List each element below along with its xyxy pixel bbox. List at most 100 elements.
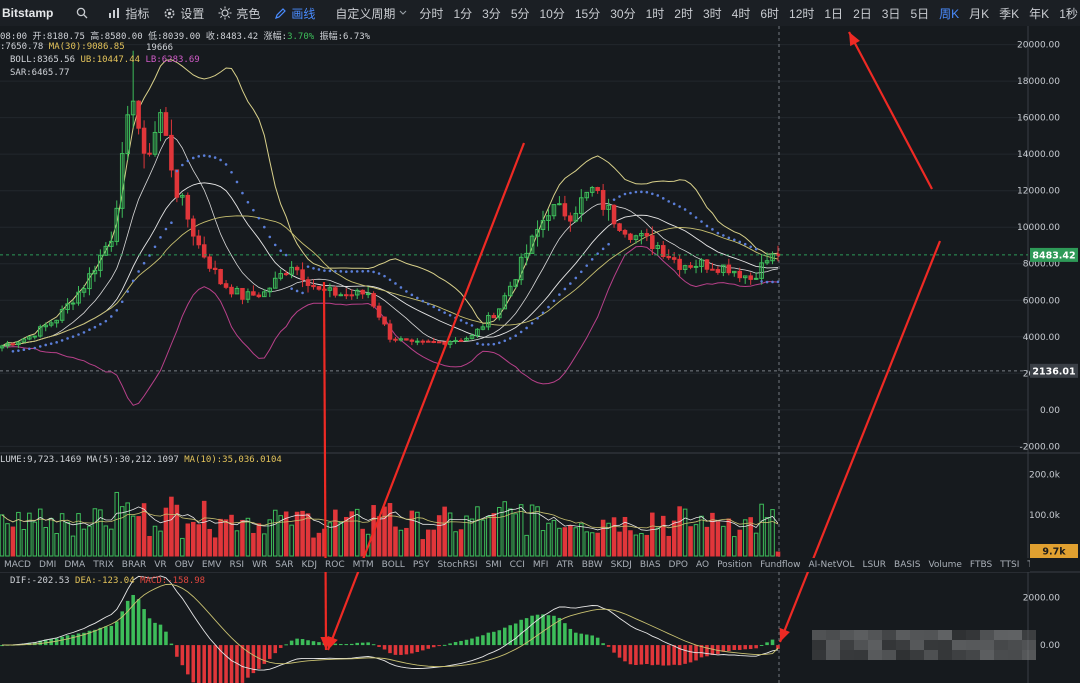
macd-histogram-bar — [426, 645, 431, 649]
indicator-tab[interactable]: DMI — [38, 560, 57, 570]
macd-histogram-bar — [617, 645, 622, 658]
candle-body — [180, 194, 185, 198]
period-tab[interactable]: 分时 — [419, 6, 444, 21]
macd-histogram-bar — [104, 626, 108, 646]
indicator-tab[interactable]: BOLL — [381, 560, 405, 570]
indicator-tab[interactable]: FTBS — [969, 560, 993, 570]
candle-body — [425, 340, 431, 343]
sar-dot — [672, 202, 676, 206]
draw-label: 画线 — [291, 6, 316, 21]
level-price-tag-bg — [1030, 363, 1078, 378]
volume-bar — [114, 491, 120, 557]
period-tab[interactable]: 3分 — [482, 6, 501, 21]
indicator-tab[interactable]: Position — [717, 560, 753, 570]
indicator-tab[interactable]: CCI — [509, 560, 525, 570]
indicator-tab[interactable]: DMA — [64, 560, 86, 570]
indicator-tab[interactable]: OBV — [174, 560, 194, 570]
period-tab[interactable]: 6时 — [760, 6, 780, 21]
indicator-tab[interactable]: TTSI — [1000, 560, 1020, 570]
indicator-tab[interactable]: KDJ — [301, 560, 318, 570]
period-tab[interactable]: 4时 — [731, 6, 751, 21]
close-readout: 收:8483.42 — [205, 32, 259, 42]
volume-bar — [338, 522, 344, 557]
period-tab[interactable]: 1分 — [453, 6, 473, 21]
macd-histogram-bar — [158, 624, 163, 646]
blur-block — [1008, 630, 1022, 640]
candle-body — [174, 169, 180, 198]
indicator-tab[interactable]: MACD — [4, 560, 31, 570]
period-tab[interactable]: 1日 — [824, 6, 844, 21]
candle-body — [447, 341, 453, 345]
period-tab[interactable]: 1时 — [645, 6, 665, 21]
indicator-tab[interactable]: BASIS — [894, 560, 921, 570]
candle-body — [628, 233, 633, 240]
period-tab[interactable]: 2日 — [853, 6, 872, 21]
volume-ma5: MA(5):30,212.1097 — [86, 455, 179, 465]
macd-histogram-bar — [60, 636, 64, 646]
period-tab[interactable]: 15分 — [574, 6, 601, 21]
theme-button[interactable]: 亮色 — [211, 0, 267, 26]
indicator-tab[interactable]: RSI — [229, 560, 245, 570]
indicator-tab[interactable]: Fundflow — [760, 560, 801, 570]
indicator-tab[interactable]: WR — [252, 560, 268, 570]
search-button[interactable] — [69, 0, 95, 26]
indicator-tab[interactable]: SAR — [275, 560, 294, 570]
indicator-tab[interactable]: BBW — [581, 560, 603, 570]
macd-histogram-bar — [355, 642, 359, 646]
period-tab[interactable]: 月K — [969, 6, 990, 21]
kline-chart[interactable]: 100.0k 200.0k 9.7k 0.00 2000.00 -2000.00 0.0… — [0, 26, 1080, 683]
indicator-tab[interactable]: EMV — [201, 560, 222, 570]
period-tab[interactable]: 5分 — [510, 6, 530, 21]
indicator-tab[interactable]: TTMU — [1023, 560, 1030, 570]
period-tab[interactable]: 周K — [939, 6, 960, 21]
period-tab[interactable]: 12时 — [789, 6, 815, 21]
volume-bar — [425, 529, 431, 557]
period-tab[interactable]: 30分 — [610, 6, 636, 21]
period-tab[interactable]: 5日 — [910, 6, 930, 21]
indicator-tab[interactable]: SMI — [485, 560, 502, 570]
period-tab[interactable]: 2时 — [674, 6, 693, 21]
sar-dot — [661, 197, 665, 200]
macd-histogram-bar — [246, 645, 250, 678]
indicator-tab[interactable]: LSUR — [862, 560, 887, 570]
indicator-tab[interactable]: VR — [154, 560, 167, 570]
indicator-tab[interactable]: StochRSI — [437, 560, 478, 570]
draw-button[interactable]: 画线 — [267, 0, 322, 26]
candle-body — [535, 228, 540, 237]
candle-body — [633, 235, 639, 240]
volume-bar — [393, 526, 398, 557]
period-tab[interactable]: 10分 — [539, 6, 565, 21]
sar-dot — [634, 190, 638, 194]
volume-bar — [262, 533, 267, 557]
indicator-tab[interactable]: ATR — [556, 560, 574, 570]
indicator-tab[interactable]: ROC — [325, 560, 345, 570]
indicator-tab[interactable]: BIAS — [639, 560, 661, 570]
indicator-tab[interactable]: MFI — [532, 560, 549, 570]
indicator-tab[interactable]: AI-NetVOL — [808, 560, 855, 570]
indicator-tab[interactable]: BRAR — [121, 560, 147, 570]
period-tab[interactable]: 3时 — [702, 6, 722, 21]
indicator-tab[interactable]: AO — [695, 560, 710, 570]
period-tab[interactable]: 年K — [1029, 6, 1050, 21]
volume-bar — [650, 512, 655, 557]
sar-dot — [377, 272, 381, 275]
macd-histogram-bar — [737, 645, 742, 650]
indicator-tab[interactable]: Volume — [928, 560, 962, 570]
indicator-tab[interactable]: DPO — [668, 560, 688, 570]
indicator-tab[interactable]: PSY — [412, 560, 430, 570]
macd-histogram-bar — [628, 645, 633, 665]
period-tab[interactable]: 季K — [999, 6, 1020, 21]
sar-dot — [727, 236, 731, 240]
sar-dot — [323, 269, 326, 272]
period-tab[interactable]: 3日 — [881, 6, 901, 21]
indicators-button[interactable]: 指标 — [101, 0, 156, 26]
custom-period-dropdown[interactable]: 自定义周期 — [328, 0, 414, 26]
macd-histogram-bar — [595, 637, 600, 646]
volume-bar — [98, 509, 103, 557]
indicator-tab[interactable]: TRIX — [93, 560, 114, 570]
volume-bar — [43, 527, 48, 557]
indicator-tab[interactable]: MTM — [352, 560, 374, 570]
settings-button[interactable]: 设置 — [156, 0, 211, 26]
indicator-tab[interactable]: SKDJ — [610, 560, 632, 570]
macd-histogram-bar — [459, 640, 463, 646]
